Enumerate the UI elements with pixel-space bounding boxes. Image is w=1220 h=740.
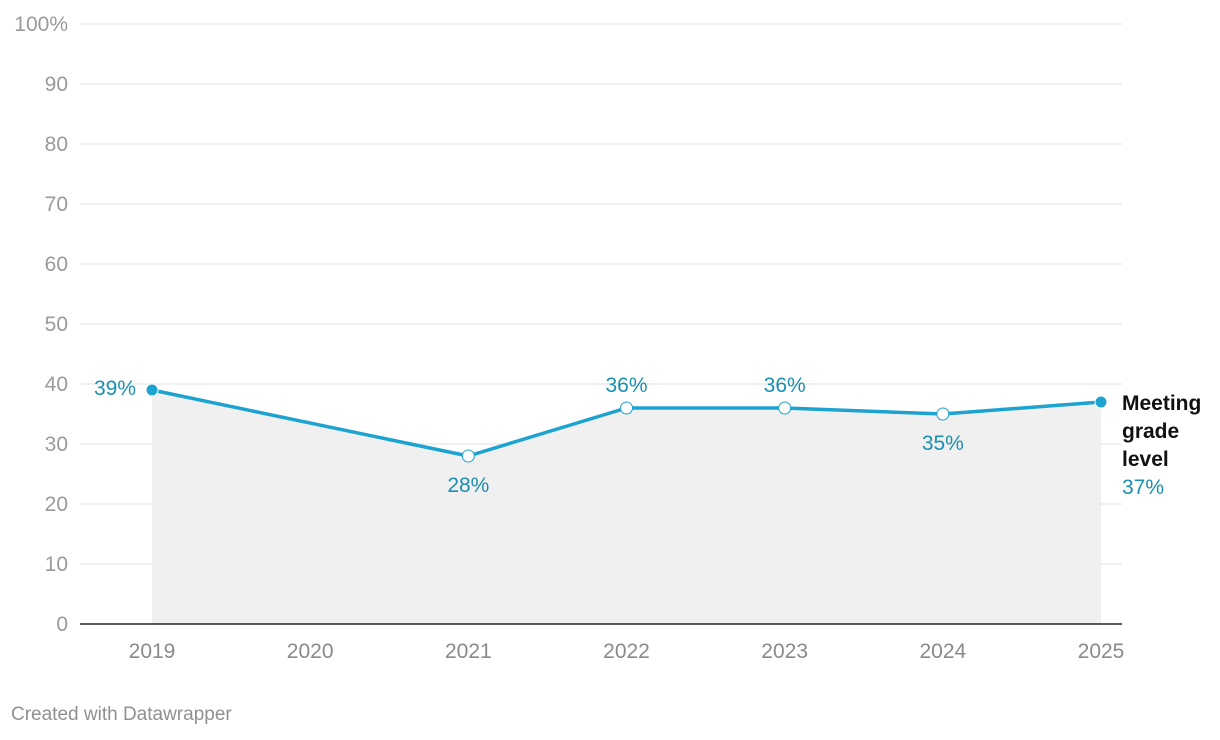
y-tick-label: 10 xyxy=(45,553,68,576)
y-axis-ticks: 0 10 20 30 40 50 60 70 80 90 100% xyxy=(14,13,68,636)
y-tick-label: 80 xyxy=(45,133,68,156)
data-point-marker xyxy=(620,401,633,415)
data-point-marker xyxy=(778,401,792,415)
data-label: 28% xyxy=(447,474,489,497)
series-area-fill xyxy=(152,390,1101,624)
x-tick-label: 2025 xyxy=(1078,640,1125,663)
data-point-marker xyxy=(461,449,475,463)
data-label: 36% xyxy=(764,374,806,397)
series-name-line: grade xyxy=(1122,420,1179,443)
x-tick-label: 2020 xyxy=(287,640,334,663)
series-line xyxy=(151,388,1102,458)
y-tick-label: 90 xyxy=(45,73,68,96)
data-label: 35% xyxy=(922,432,964,455)
credit-text: Created with Datawrapper xyxy=(11,704,232,725)
data-point-marker xyxy=(936,407,950,421)
y-tick-label: 0 xyxy=(56,613,68,636)
y-tick-label: 70 xyxy=(45,193,68,216)
x-tick-label: 2023 xyxy=(761,640,808,663)
y-tick-label: 50 xyxy=(45,313,68,336)
x-tick-label: 2024 xyxy=(919,640,966,663)
data-label: 39% xyxy=(94,377,136,400)
series-name-line: Meeting xyxy=(1122,392,1201,415)
data-labels: 39% 28% 36% 36% 35% xyxy=(94,374,964,497)
x-tick-label: 2019 xyxy=(129,640,176,663)
x-tick-label: 2021 xyxy=(445,640,492,663)
series-name-label: Meeting grade level xyxy=(1122,392,1201,471)
x-axis-ticks: 2019 2020 2021 2022 2023 2024 2025 xyxy=(129,640,1125,663)
y-tick-label: 40 xyxy=(45,373,68,396)
data-label: 36% xyxy=(605,374,647,397)
y-tick-label: 20 xyxy=(45,493,68,516)
series-last-value-label: 37% xyxy=(1122,476,1164,499)
y-tick-label: 60 xyxy=(45,253,68,276)
series-name-line: level xyxy=(1122,448,1169,471)
y-tick-label: 30 xyxy=(45,433,68,456)
x-tick-label: 2022 xyxy=(603,640,650,663)
data-point-marker xyxy=(1094,395,1108,409)
series-markers xyxy=(145,383,1108,463)
data-point-marker xyxy=(145,383,159,397)
y-tick-label: 100% xyxy=(14,13,68,36)
